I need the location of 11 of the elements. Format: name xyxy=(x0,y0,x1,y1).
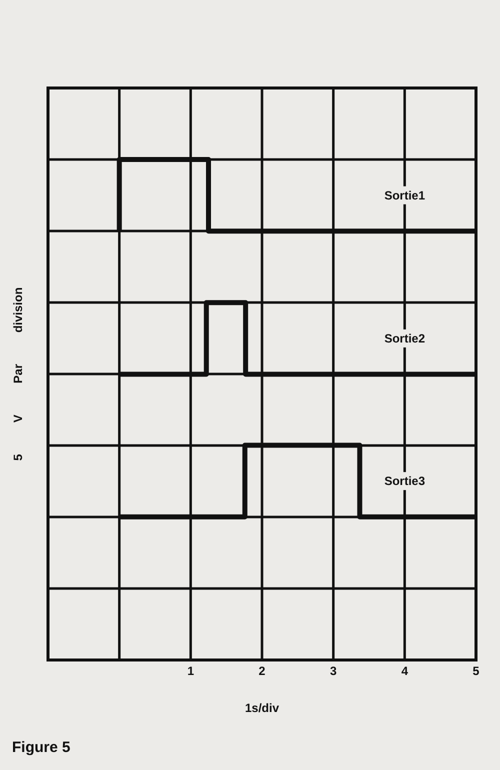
x-tick-label: 2 xyxy=(258,664,266,678)
text: Sortie2 xyxy=(384,331,426,346)
text: Sortie1 xyxy=(384,188,426,202)
text: Sortie3 xyxy=(384,474,426,488)
x-tick-label: 5 xyxy=(472,664,480,678)
x-axis-title: 1s/div xyxy=(244,701,280,715)
x-tick-label: 3 xyxy=(330,664,337,678)
x-tick-label: 1 xyxy=(187,664,194,678)
y-axis-title: 5 V Par division xyxy=(11,287,25,461)
caption: Figure 5 xyxy=(12,739,70,756)
x-tick-label: 4 xyxy=(401,664,408,678)
